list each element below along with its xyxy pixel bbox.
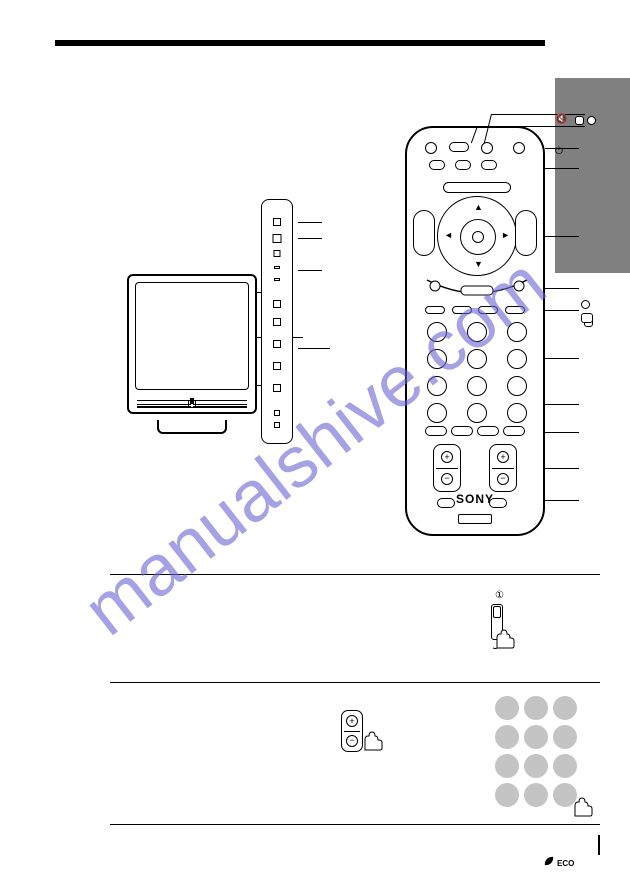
ir-window	[458, 514, 492, 524]
dpad: ▲ ▼ ◄ ►	[437, 196, 517, 276]
number-pad	[427, 322, 527, 430]
remote-illustration: ▲ ▼ ◄ ►	[405, 126, 545, 536]
callout-icon-1	[575, 112, 584, 130]
volume-rocker: + −	[433, 444, 461, 492]
callout-icon-box	[581, 310, 593, 328]
step1-marker: ①	[495, 590, 504, 601]
step-divider-3	[110, 824, 600, 825]
eco-icon: ECO	[543, 854, 574, 869]
power-icon: ⏻	[555, 146, 563, 157]
mute-icon: 🔇	[555, 114, 567, 125]
channel-rocker: + −	[489, 444, 517, 492]
power-switch-icon	[491, 604, 503, 640]
step-divider-1	[110, 574, 600, 575]
header-rule	[55, 40, 545, 46]
tv-control-panel	[261, 199, 293, 444]
channel-rocker-step: + −	[341, 710, 363, 757]
section-tab	[555, 78, 630, 273]
tv-illustration	[127, 274, 257, 424]
numpad-step	[495, 696, 577, 807]
function-row	[425, 426, 525, 436]
color-buttons-row	[425, 306, 525, 314]
page-rule	[598, 835, 600, 855]
step-divider-2	[110, 682, 600, 683]
brand-label: SONY	[407, 492, 543, 506]
callout-icon-2	[587, 112, 596, 130]
